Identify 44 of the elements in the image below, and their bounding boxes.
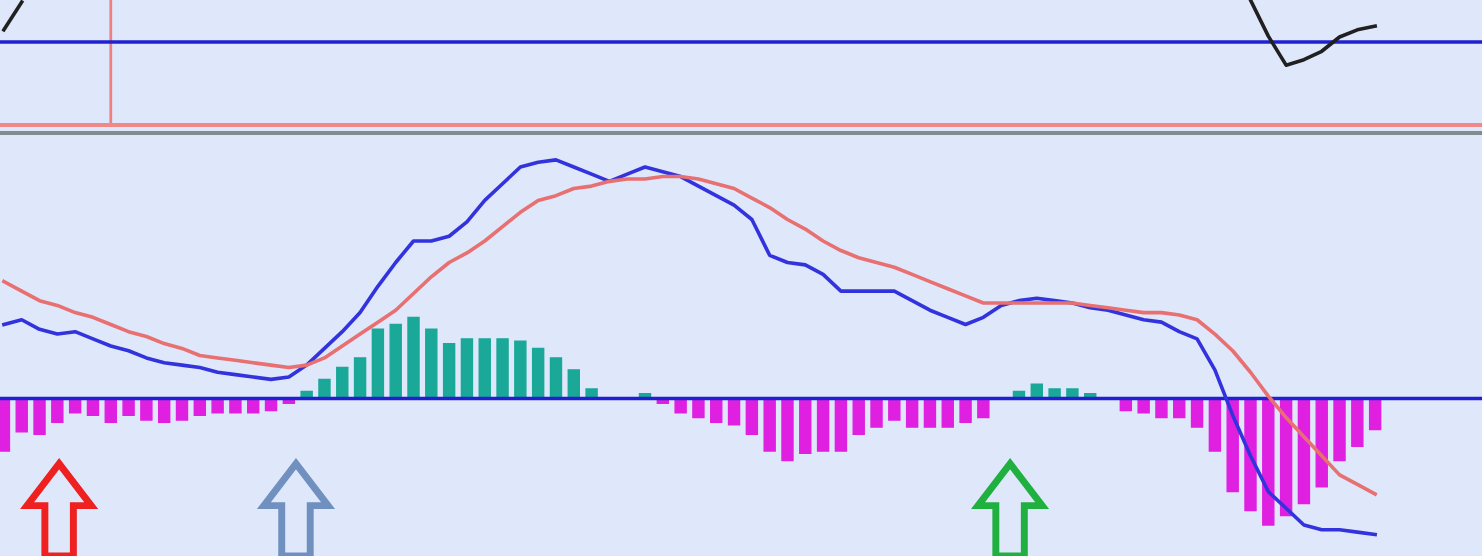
bar [318,378,331,400]
bar [1333,397,1346,462]
bar [140,397,153,421]
bar [870,397,883,428]
bar [496,338,509,400]
bar [531,347,545,400]
bar [692,397,705,419]
bar [549,357,563,400]
bar [799,397,812,455]
bar [1351,397,1364,447]
bar [336,366,349,400]
bar [745,397,759,435]
bar [923,397,937,428]
bar [1244,397,1257,512]
bar [371,328,385,400]
bar [1190,397,1204,428]
bar [51,397,64,424]
bar [478,338,491,400]
bar [959,397,972,424]
bar [460,338,474,400]
bar [852,397,865,435]
bar [1262,397,1275,526]
bar [15,397,28,433]
bar [407,316,420,400]
bar [888,397,901,421]
bar [442,342,456,400]
bar [977,397,990,419]
bar [1155,397,1168,419]
bar [514,340,527,400]
bar [0,397,11,452]
bar [1368,397,1382,431]
bar [781,397,794,462]
bar [816,397,830,452]
bar [834,397,848,452]
bar [567,369,580,400]
bar [1297,397,1311,505]
bar [905,397,919,428]
bar [389,323,402,400]
bar [941,397,954,428]
bar [353,357,367,400]
bar [763,397,776,452]
bar [33,397,46,435]
bar [1208,397,1222,452]
bar [425,328,438,400]
